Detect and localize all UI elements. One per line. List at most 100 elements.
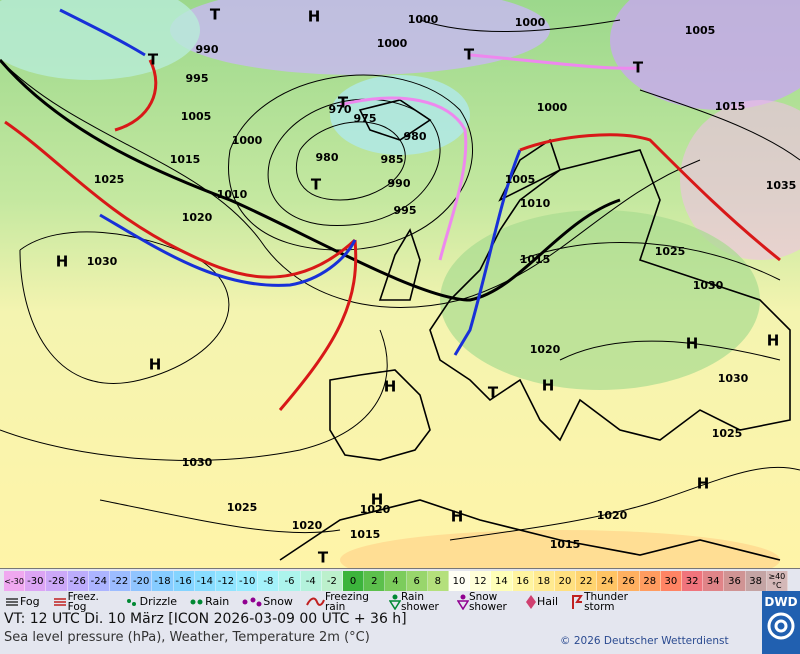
cold-front — [453, 149, 522, 356]
cold-area — [680, 100, 800, 260]
description: Sea level pressure (hPa), Weather, Tempe… — [4, 630, 370, 645]
map-label: T — [633, 59, 644, 77]
occlusion — [339, 53, 641, 261]
legend-label: Drizzle — [139, 595, 178, 608]
legend-item: Thunder storm — [570, 592, 628, 612]
temperature-cell: 26 — [618, 571, 640, 591]
temperature-scale: <-30 -30 -28 -26 -24 -22 -20 -18 -16 -14 -12 -10 -8-… — [4, 571, 788, 591]
legend-item: Drizzle — [124, 596, 177, 608]
legend-item: Rain shower — [388, 591, 445, 613]
legend-item: Snow — [241, 596, 293, 608]
temperature-cell: 28 — [639, 571, 661, 591]
legend-label: Freez. Fog — [67, 591, 99, 613]
map-label: 1015 — [715, 100, 746, 113]
map-label: 1020 — [360, 503, 391, 516]
temperature-cell: -12 — [215, 571, 238, 591]
temperature-cell: 32 — [682, 571, 704, 591]
map-label: H — [371, 491, 384, 509]
map-label: 1005 — [505, 173, 536, 186]
temperature-cell: -28 — [46, 571, 68, 591]
map-label: 1000 — [377, 37, 408, 50]
warm-front — [4, 120, 357, 279]
map-label: 985 — [381, 153, 404, 166]
cold-area — [0, 0, 200, 80]
legend-label: Fog — [20, 595, 40, 608]
legend-label: Snow shower — [468, 591, 507, 613]
temperature-cell: 14 — [491, 571, 513, 591]
map-label: 995 — [394, 204, 417, 217]
warm-front — [519, 133, 781, 262]
cold-area — [170, 0, 550, 75]
map-label: T — [311, 176, 322, 194]
map-label: 980 — [404, 130, 427, 143]
map-label: 1020 — [530, 343, 561, 356]
legend-label: Rain — [205, 595, 230, 608]
map-label: 1000 — [232, 134, 263, 147]
logo-icon — [767, 612, 795, 640]
map-label: H — [149, 356, 162, 374]
temperature-cell: -22 — [109, 571, 132, 591]
legend-label: Thunder storm — [584, 591, 628, 613]
legend-item: Fog — [4, 596, 40, 608]
map-label: 1000 — [515, 16, 546, 29]
temperature-cell: 2 — [364, 571, 386, 591]
map-label: H — [384, 378, 397, 396]
map-label: 1010 — [217, 188, 248, 201]
temperature-cell: -14 — [194, 571, 216, 591]
map-label: 1020 — [292, 519, 323, 532]
legend-item: Hail — [525, 594, 558, 610]
temperature-cell: 12 — [470, 571, 492, 591]
map-label: 995 — [186, 72, 209, 85]
cold-front — [99, 213, 357, 287]
map-label: H — [451, 508, 464, 526]
temperature-cell: 24 — [597, 571, 619, 591]
temperature-cell: -16 — [173, 571, 195, 591]
temperature-cell: 10 — [448, 571, 471, 591]
map-label: 1025 — [94, 173, 125, 186]
legend-label: Hail — [536, 595, 559, 608]
map-label: 1025 — [712, 427, 743, 440]
map-label: T — [338, 94, 349, 112]
map-label: 1020 — [597, 509, 628, 522]
map-label: H — [686, 335, 699, 353]
temperature-cell: 22 — [576, 571, 598, 591]
map-label: 1000 — [537, 101, 568, 114]
copyright: © 2026 Deutscher Wetterdienst — [560, 635, 729, 647]
map-label: 1020 — [182, 211, 213, 224]
map-label: 1005 — [685, 24, 716, 37]
logo: DWD — [762, 591, 800, 654]
temperature-cell: 34 — [703, 571, 725, 591]
temperature-cell: 0 — [343, 571, 365, 591]
legend-item: Freez. Fog — [52, 592, 112, 612]
warm-front — [278, 239, 358, 411]
map-label: 1000 — [408, 13, 439, 26]
temperature-cell: -10 — [237, 571, 259, 591]
map-label: H — [542, 377, 555, 395]
map-label: 990 — [388, 177, 411, 190]
mild-area — [440, 210, 760, 390]
legend-item: Snow shower — [456, 591, 513, 613]
map-label: T — [148, 51, 159, 69]
temperature-cell: <-30 — [4, 571, 26, 591]
map-label: 1030 — [87, 255, 118, 268]
temperature-cell: -8 — [258, 571, 280, 591]
map-label: T — [464, 46, 475, 64]
map-label: 1030 — [718, 372, 749, 385]
temperature-cell: -4 — [300, 571, 322, 591]
map-label: T — [318, 549, 329, 567]
map-label: 1005 — [181, 110, 212, 123]
temperature-cell: -20 — [131, 571, 153, 591]
trough-line — [0, 59, 621, 302]
temperature-cell: 36 — [724, 571, 746, 591]
footer: <-30 -30 -28 -26 -24 -22 -20 -18 -16 -14 -12 -10 -8-… — [0, 568, 800, 654]
map-label: 1015 — [550, 538, 581, 551]
map-label: 1015 — [170, 153, 201, 166]
temperature-cell: -26 — [67, 571, 89, 591]
map-label: 1025 — [227, 501, 258, 514]
map-label: 970 — [329, 103, 352, 116]
legend-label: Rain shower — [400, 591, 439, 613]
map-label: H — [56, 253, 69, 271]
temperature-cell: 16 — [512, 571, 534, 591]
